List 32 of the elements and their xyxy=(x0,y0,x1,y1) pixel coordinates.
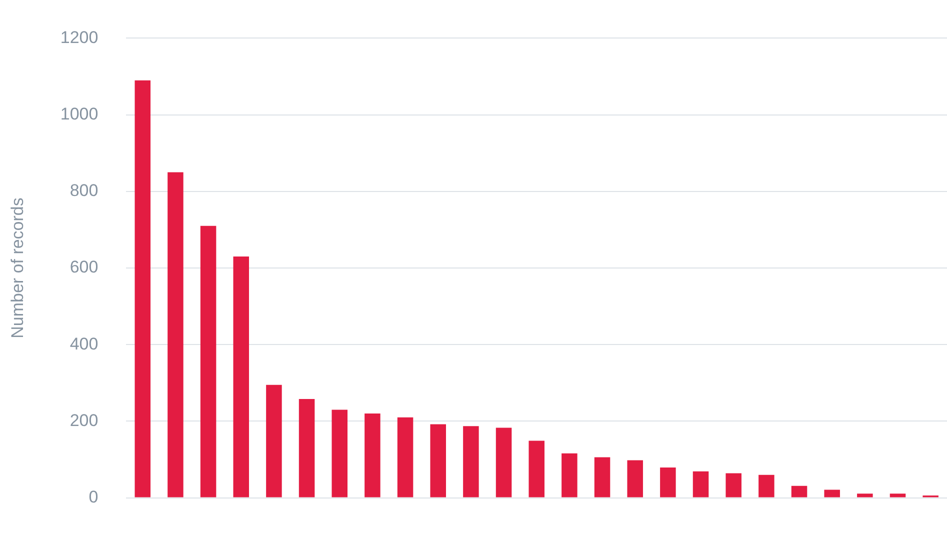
bar xyxy=(528,440,544,498)
bar xyxy=(332,410,348,498)
bar xyxy=(430,424,446,498)
y-tick-label: 600 xyxy=(70,258,98,277)
bar xyxy=(562,453,578,498)
bar xyxy=(692,471,709,498)
y-tick-label: 400 xyxy=(70,334,98,354)
bar xyxy=(627,460,643,498)
bar xyxy=(200,226,216,498)
bar xyxy=(857,494,873,498)
y-axis-title: Number of records xyxy=(8,198,27,338)
y-tick-label: 0 xyxy=(88,487,98,506)
y-tick-label: 1200 xyxy=(60,28,98,47)
bar xyxy=(233,256,250,498)
bar xyxy=(364,414,380,498)
bar xyxy=(168,172,184,498)
bar xyxy=(726,473,742,498)
bar xyxy=(463,426,479,498)
bar xyxy=(298,398,315,498)
bar xyxy=(594,457,610,498)
y-tick-label: 1000 xyxy=(60,104,98,124)
bar xyxy=(791,486,808,498)
bar xyxy=(134,80,151,498)
bar xyxy=(266,384,282,498)
bar xyxy=(824,490,840,498)
bar xyxy=(496,428,512,498)
bar xyxy=(890,494,906,498)
y-tick-label: 800 xyxy=(70,181,98,200)
y-tick-label: 200 xyxy=(70,410,98,430)
bar xyxy=(397,417,414,498)
bar xyxy=(660,468,676,498)
bar xyxy=(758,474,774,498)
